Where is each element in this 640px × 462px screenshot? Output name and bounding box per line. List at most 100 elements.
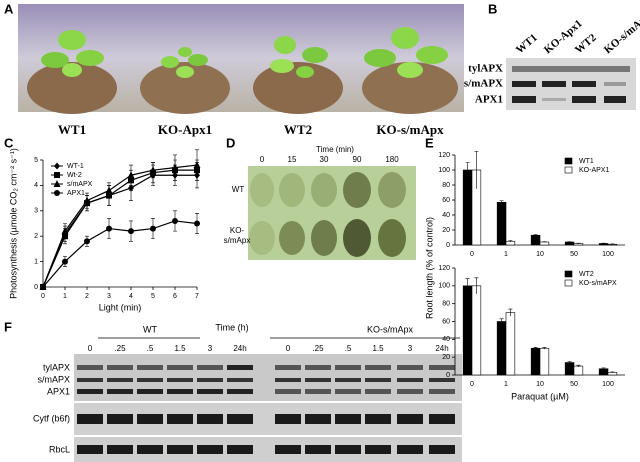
band — [107, 378, 133, 382]
band — [365, 389, 391, 394]
error-bar — [610, 243, 615, 245]
legend-swatch — [564, 157, 573, 165]
y-tick-label: 0 — [446, 242, 450, 249]
band — [429, 378, 455, 382]
y-tick-label: 3 — [34, 208, 38, 215]
band — [77, 378, 103, 382]
y-tick-label: 2 — [34, 233, 38, 240]
axis-label: Time (min) — [316, 145, 354, 154]
error-bar — [533, 347, 538, 350]
band — [365, 445, 391, 454]
legend-swatch — [564, 279, 573, 287]
x-tick-label: 5 — [151, 293, 155, 300]
marker — [106, 225, 112, 232]
band — [365, 414, 391, 424]
x-tick-label: 1 — [504, 251, 508, 258]
y-tick-label: 0 — [34, 284, 38, 291]
band — [429, 445, 455, 454]
error-bar — [567, 361, 572, 364]
line — [42, 169, 197, 288]
marker — [83, 196, 91, 204]
bar — [564, 241, 575, 246]
band — [167, 365, 193, 370]
legend-label: WT-1 — [67, 163, 84, 170]
error-bar — [576, 242, 581, 244]
band — [429, 414, 455, 424]
band — [197, 445, 223, 454]
legend-label: KO-s/mAPX — [579, 280, 617, 287]
legend-swatch — [564, 166, 573, 174]
bar — [471, 285, 482, 376]
band — [167, 445, 193, 454]
band — [335, 365, 361, 370]
x-tick-label: 100 — [602, 381, 614, 388]
error-bar — [499, 200, 504, 204]
time-label: 24h — [435, 344, 448, 353]
error-bar — [533, 234, 538, 236]
blot-bands — [77, 365, 455, 454]
band — [107, 414, 133, 424]
time-label: .5 — [147, 344, 154, 353]
error-bar — [542, 241, 547, 243]
band — [305, 414, 331, 424]
group-label: WT — [143, 324, 157, 334]
time-label: 1.5 — [372, 344, 384, 353]
lane-label: WT2 — [573, 31, 599, 56]
x-tick-label: 0 — [41, 293, 45, 300]
time-label: 3 — [408, 344, 413, 353]
marker — [171, 163, 179, 171]
x-tick-label: 50 — [570, 251, 578, 258]
legend-label: Wt-2 — [67, 172, 82, 179]
lane-label: WT1 — [514, 32, 540, 57]
row-label: WT — [232, 185, 245, 194]
panel-letter: F — [4, 319, 12, 334]
y-tick-label: 100 — [438, 167, 450, 174]
x-tick-label: 10 — [536, 251, 544, 258]
error-bar — [576, 364, 581, 367]
y-tick-label: 0 — [446, 372, 450, 379]
time-label: .25 — [312, 344, 324, 353]
band — [107, 389, 133, 394]
time-label: .5 — [345, 344, 352, 353]
x-tick-label: 6 — [173, 293, 177, 300]
y-tick-label: 80 — [442, 301, 450, 308]
band-label: RbcL — [49, 444, 70, 454]
row-label-box: KO-s/mApx — [224, 226, 251, 245]
x-tick-label: 1 — [504, 381, 508, 388]
bar — [573, 365, 584, 376]
band — [305, 378, 331, 382]
group-label: KO-s/mApx — [367, 324, 414, 334]
band — [365, 365, 391, 370]
x-tick-label: 3 — [107, 293, 111, 300]
time-label: .25 — [114, 344, 126, 353]
y-tick-label: 40 — [442, 212, 450, 219]
panel-letter: C — [4, 135, 14, 150]
legend-label: WT2 — [579, 271, 594, 278]
band — [335, 445, 361, 454]
y-tick-label: 4 — [34, 182, 38, 189]
plant-label: KO-s/mApx — [376, 122, 444, 137]
lane-label: KO-s/mApx — [602, 10, 640, 56]
bar — [530, 234, 541, 246]
band — [167, 378, 193, 382]
band — [335, 414, 361, 424]
band-label: Cytf (b6f) — [33, 413, 70, 423]
bar — [598, 368, 609, 376]
band — [77, 365, 103, 370]
band — [429, 389, 455, 394]
marker — [62, 258, 68, 265]
y-tick-label: 60 — [442, 318, 450, 325]
x-axis-label: Paraquat (µM) — [511, 391, 569, 401]
leaves — [249, 172, 406, 257]
error-bar — [601, 242, 606, 244]
panel-letter: E — [425, 135, 434, 150]
marker — [172, 217, 178, 224]
band-label: tylAPX — [43, 362, 70, 372]
error-bar — [499, 318, 504, 325]
bar — [539, 241, 550, 246]
band — [275, 378, 301, 382]
band — [227, 445, 253, 454]
band — [275, 389, 301, 394]
x-tick-label: 0 — [470, 251, 474, 258]
band — [197, 389, 223, 394]
